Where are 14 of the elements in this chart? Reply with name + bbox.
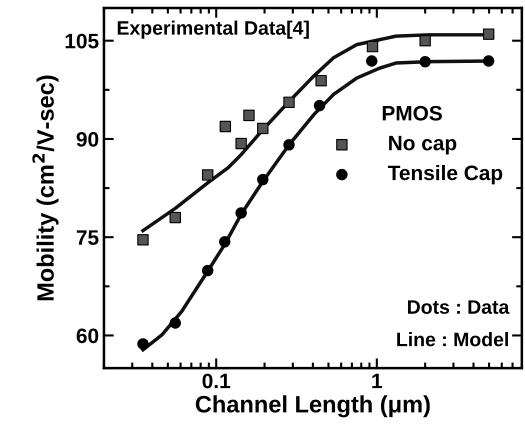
legend-label: Tensile Cap (388, 164, 502, 184)
annotation: Experimental Data[4] (118, 20, 309, 39)
y-tick-label: 60 (76, 328, 98, 344)
x-tick-label: 1 (372, 374, 382, 388)
y-tick-label: 90 (76, 132, 98, 147)
annotation: Dots : Data (408, 300, 510, 314)
y-axis-title: Mobility (cm$^{2}$/V-sec) (32, 76, 59, 300)
legend-label: No cap (389, 136, 456, 155)
y-tick-label: 105 (66, 34, 99, 48)
annotation: Line : Model (397, 332, 508, 346)
x-axis-title: Channel Length (μm) (196, 395, 430, 418)
legend-title: PMOS (382, 106, 442, 121)
y-tick-label: 75 (76, 230, 99, 245)
x-tick-label: 0.1 (202, 374, 230, 388)
